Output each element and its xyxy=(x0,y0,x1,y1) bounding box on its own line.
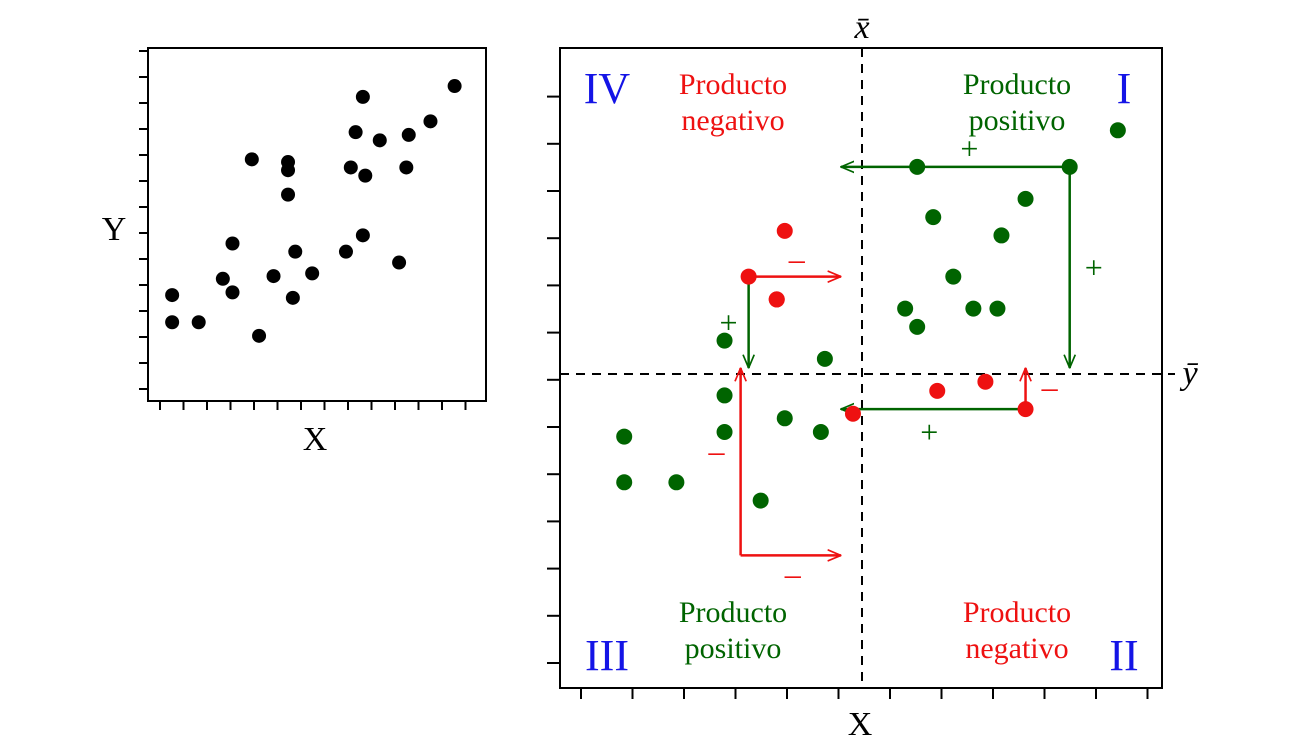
negative-product-point xyxy=(844,405,861,422)
product-sign-label: + xyxy=(920,414,938,450)
mean-y-label: ȳ xyxy=(1179,355,1198,392)
quadrant-iii-text-line2: positivo xyxy=(685,632,782,665)
small-data-point xyxy=(305,266,320,281)
small-data-point xyxy=(165,288,180,303)
quadrant-numeral-iv: IV xyxy=(584,64,631,113)
mean-x-label: x̄ xyxy=(853,9,869,46)
small-data-point xyxy=(225,285,240,300)
product-sign-label: + xyxy=(720,304,738,340)
product-sign-label: – xyxy=(784,556,802,592)
small-plot-x-label: X xyxy=(303,421,328,458)
small-data-point xyxy=(348,125,363,140)
small-plot-y-label: Y xyxy=(102,211,127,248)
small-plot-points xyxy=(165,79,462,343)
positive-product-point xyxy=(616,474,633,491)
small-data-point xyxy=(423,114,438,129)
small-plot-frame xyxy=(147,47,487,402)
small-data-point xyxy=(447,79,462,94)
small-data-point xyxy=(191,315,206,330)
quadrant-i-text-line1: Producto xyxy=(963,68,1071,101)
product-sign-label: – xyxy=(788,240,806,276)
small-data-point xyxy=(358,168,373,183)
quadrant-plot-ticks xyxy=(547,95,1149,699)
quadrant-i-text-line2: positivo xyxy=(969,104,1066,137)
small-data-point xyxy=(399,160,414,175)
positive-product-point xyxy=(816,350,833,367)
small-data-point xyxy=(285,290,300,305)
negative-product-point xyxy=(776,222,793,239)
small-scatter-plot: X Y xyxy=(102,47,487,458)
product-sign-label: + xyxy=(960,131,978,167)
small-data-point xyxy=(165,315,180,330)
deviation-arrows: + + – + – + – – xyxy=(708,131,1103,592)
product-sign-label: – xyxy=(708,432,726,468)
negative-product-point xyxy=(977,373,994,390)
product-sign-label: – xyxy=(1041,368,1059,404)
positive-product-point xyxy=(1109,122,1126,139)
positive-product-point xyxy=(1061,158,1078,175)
quadrant-numeral-iii: III xyxy=(585,631,629,680)
positive-product-point xyxy=(909,318,926,335)
quadrant-plot-points xyxy=(616,122,1126,509)
positive-product-point xyxy=(776,410,793,427)
product-sign-label: + xyxy=(1085,249,1103,285)
small-data-point xyxy=(401,127,416,142)
quadrant-iv-text-line2: negativo xyxy=(681,104,784,137)
positive-product-point xyxy=(965,300,982,317)
positive-product-point xyxy=(945,268,962,285)
small-data-point xyxy=(288,244,303,259)
negative-product-point xyxy=(768,291,785,308)
positive-product-point xyxy=(925,209,942,226)
negative-product-point xyxy=(740,268,757,285)
small-data-point xyxy=(281,155,296,170)
small-data-point xyxy=(225,236,240,251)
small-data-point xyxy=(244,152,259,167)
small-data-point xyxy=(355,228,370,243)
small-plot-ticks xyxy=(139,50,467,410)
negative-product-point xyxy=(929,382,946,399)
quadrant-plot-x-label: X xyxy=(848,706,873,738)
quadrant-plot: x̄ ȳ X I Producto positivo IV Producto n… xyxy=(547,9,1198,738)
quadrant-ii-text-line1: Producto xyxy=(963,596,1071,629)
positive-product-point xyxy=(716,332,733,349)
quadrant-iv-text-line1: Producto xyxy=(679,68,787,101)
positive-product-point xyxy=(989,300,1006,317)
quadrant-iii-text-line1: Producto xyxy=(679,596,787,629)
positive-product-point xyxy=(752,492,769,509)
small-data-point xyxy=(355,89,370,104)
quadrant-numeral-ii: II xyxy=(1109,631,1138,680)
quadrant-numeral-i: I xyxy=(1117,64,1132,113)
positive-product-point xyxy=(616,428,633,445)
negative-product-point xyxy=(1017,401,1034,418)
small-data-point xyxy=(266,269,281,284)
small-data-point xyxy=(372,133,387,148)
positive-product-point xyxy=(909,158,926,175)
small-data-point xyxy=(343,160,358,175)
positive-product-point xyxy=(897,300,914,317)
small-data-point xyxy=(392,255,407,270)
positive-product-point xyxy=(993,227,1010,244)
small-data-point xyxy=(252,328,267,343)
positive-product-point xyxy=(1017,190,1034,207)
small-data-point xyxy=(338,244,353,259)
positive-product-point xyxy=(716,387,733,404)
positive-product-point xyxy=(716,424,733,440)
small-data-point xyxy=(281,187,296,202)
positive-product-point xyxy=(812,424,829,440)
small-data-point xyxy=(215,271,230,286)
quadrant-ii-text-line2: negativo xyxy=(965,632,1068,665)
positive-product-point xyxy=(668,474,685,491)
